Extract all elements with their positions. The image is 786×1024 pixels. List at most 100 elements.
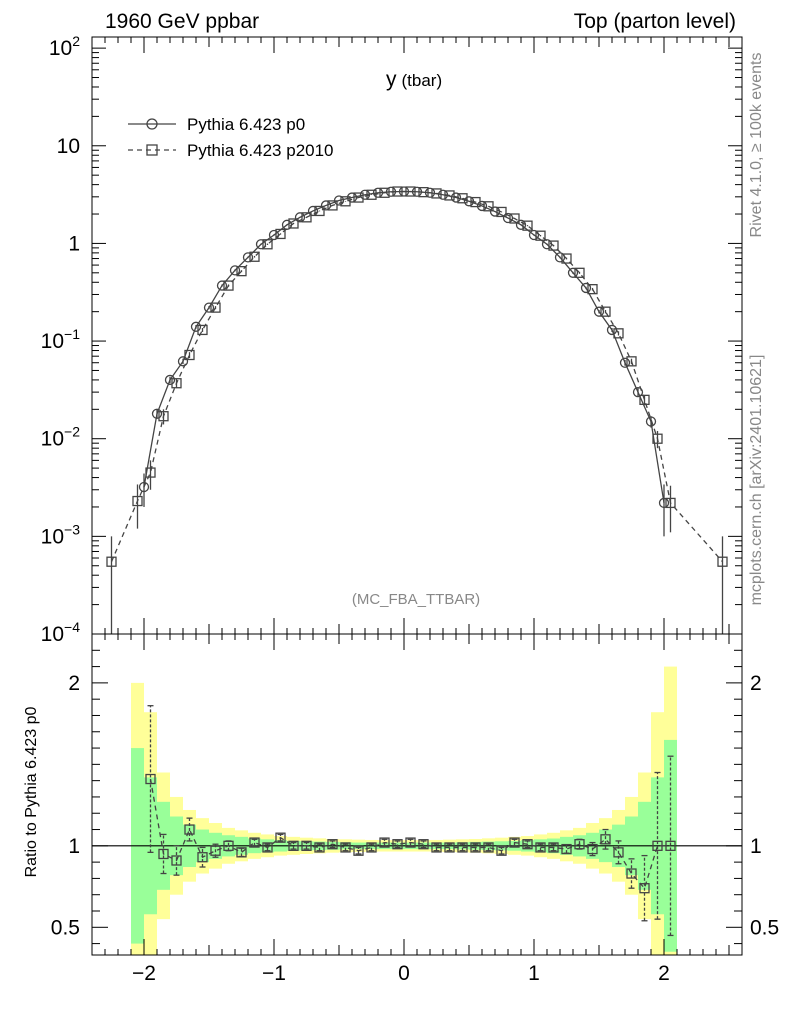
- data-point-p0: [190, 321, 202, 332]
- data-point-p0: [359, 189, 371, 200]
- data-point-p0: [424, 187, 436, 198]
- data-point-p2010: [327, 200, 338, 211]
- ratio-point: [639, 883, 650, 894]
- legend-label-p0: Pythia 6.423 p0: [187, 115, 305, 134]
- ratio-panel: 2 2 1 1 0.5 0.5 −2 −1 0 1 2: [51, 633, 779, 985]
- data-point-p2010: [496, 206, 507, 218]
- data-point-p2010: [262, 239, 273, 250]
- ratio-point: [626, 868, 637, 879]
- main-y-ticks: [92, 47, 742, 635]
- main-y-tick-label: 102: [49, 33, 80, 60]
- legend-entry-p0: Pythia 6.423 p0: [128, 115, 305, 134]
- x-tick-label: −2: [132, 962, 156, 985]
- ratio-point: [665, 840, 676, 851]
- ratio-y-tick-label-left: 1: [68, 835, 80, 858]
- main-series-layer: [106, 186, 728, 634]
- data-point-p2010: [301, 212, 312, 223]
- data-point-p0: [294, 212, 306, 223]
- data-point-p2010: [639, 394, 650, 406]
- legend-marker-circle: [146, 118, 158, 130]
- main-y-tick-label: 1: [68, 232, 80, 255]
- ratio-point: [158, 848, 169, 860]
- series-line-0: [143, 190, 665, 504]
- data-point-p2010: [418, 186, 429, 198]
- ratio-point: [249, 837, 260, 848]
- data-point-p2010: [353, 192, 364, 203]
- data-point-p2010: [366, 189, 377, 200]
- ratio-point: [366, 842, 377, 853]
- ratio-point: [275, 832, 286, 843]
- data-point-p2010: [548, 240, 559, 251]
- main-y-tick-label: 10−4: [41, 619, 81, 646]
- data-point-p2010: [600, 306, 611, 317]
- data-point-p2010: [275, 228, 286, 240]
- ratio-point: [652, 840, 663, 851]
- ratio-point: [145, 773, 156, 785]
- main-y-tick-label-base: 10: [41, 525, 64, 548]
- data-point-p2010: [210, 302, 221, 313]
- data-point-p0: [138, 481, 150, 493]
- plot-title-main: y: [386, 68, 397, 91]
- ratio-point: [314, 842, 325, 853]
- ratio-point: [405, 837, 416, 848]
- ratio-point: [509, 837, 520, 848]
- main-y-tick-label-exp: −2: [64, 424, 80, 440]
- main-y-tick-label-base: 10: [41, 623, 64, 646]
- x-tick-label: 2: [658, 962, 670, 985]
- ratio-frame: [91, 633, 743, 956]
- right-title: Top (parton level): [574, 10, 736, 33]
- legend: Pythia 6.423 p0 Pythia 6.423 p2010: [128, 115, 334, 160]
- ratio-point: [197, 852, 208, 863]
- ratio-point: [184, 824, 195, 835]
- data-point-p2010: [522, 220, 533, 231]
- data-point-p0: [450, 192, 462, 203]
- data-point-p2010: [535, 230, 546, 241]
- data-point-p0: [567, 267, 579, 278]
- ratio-series-layer: [145, 705, 676, 937]
- data-point-p0: [580, 282, 592, 294]
- data-point-p2010: [483, 201, 494, 212]
- series-line-1: [110, 190, 723, 563]
- ratio-point: [613, 847, 624, 858]
- data-point-p2010: [158, 411, 169, 422]
- data-point-p2010: [431, 188, 442, 199]
- plot-title: y (tbar): [386, 68, 442, 91]
- data-point-p0: [632, 386, 644, 398]
- ratio-point: [574, 839, 585, 850]
- data-point-p0: [229, 265, 241, 276]
- data-point-p0: [177, 356, 189, 367]
- mcplots-label: mcplots.cern.ch [arXiv:2401.10621]: [748, 355, 765, 606]
- data-point-p2010: [340, 196, 351, 207]
- ratio-tick-labels: 2 2 1 1 0.5 0.5 −2 −1 0 1 2: [51, 672, 779, 985]
- ratio-point: [548, 842, 559, 853]
- x-tick-label: −1: [262, 962, 286, 985]
- data-point-p0: [398, 186, 410, 197]
- main-y-tick-label-exp: −1: [64, 326, 80, 342]
- ratio-point: [587, 843, 598, 855]
- data-point-p2010: [106, 556, 117, 567]
- ratio-point: [600, 834, 611, 845]
- data-point-p2010: [717, 556, 728, 567]
- plot-title-sub: (tbar): [402, 71, 443, 90]
- ratio-point: [210, 845, 221, 856]
- data-point-p2010: [171, 378, 182, 389]
- data-point-p0: [307, 205, 319, 217]
- data-point-p2010: [249, 251, 260, 262]
- ratio-point: [379, 837, 390, 848]
- ratio-point: [496, 845, 507, 856]
- ratio-point: [171, 855, 182, 866]
- data-point-p2010: [392, 186, 403, 197]
- ratio-point: [535, 842, 546, 853]
- data-point-p2010: [626, 356, 637, 367]
- data-point-p0: [645, 416, 657, 427]
- main-y-tick-label-base: 10: [49, 37, 72, 60]
- main-y-tick-label: 10−1: [41, 326, 81, 353]
- data-point-p0: [242, 252, 254, 263]
- legend-label-p2010: Pythia 6.423 p2010: [187, 141, 334, 160]
- ratio-point: [392, 839, 403, 850]
- main-y-tick-label-base: 10: [57, 135, 80, 158]
- rivet-label: Rivet 4.1.0, ≥ 100k events: [748, 53, 765, 238]
- ratio-y-tick-label-right: 1: [750, 835, 762, 858]
